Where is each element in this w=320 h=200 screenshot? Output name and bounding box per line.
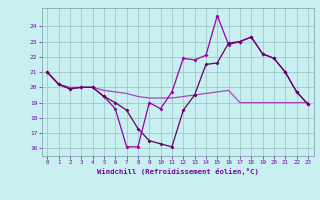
X-axis label: Windchill (Refroidissement éolien,°C): Windchill (Refroidissement éolien,°C) [97, 168, 259, 175]
